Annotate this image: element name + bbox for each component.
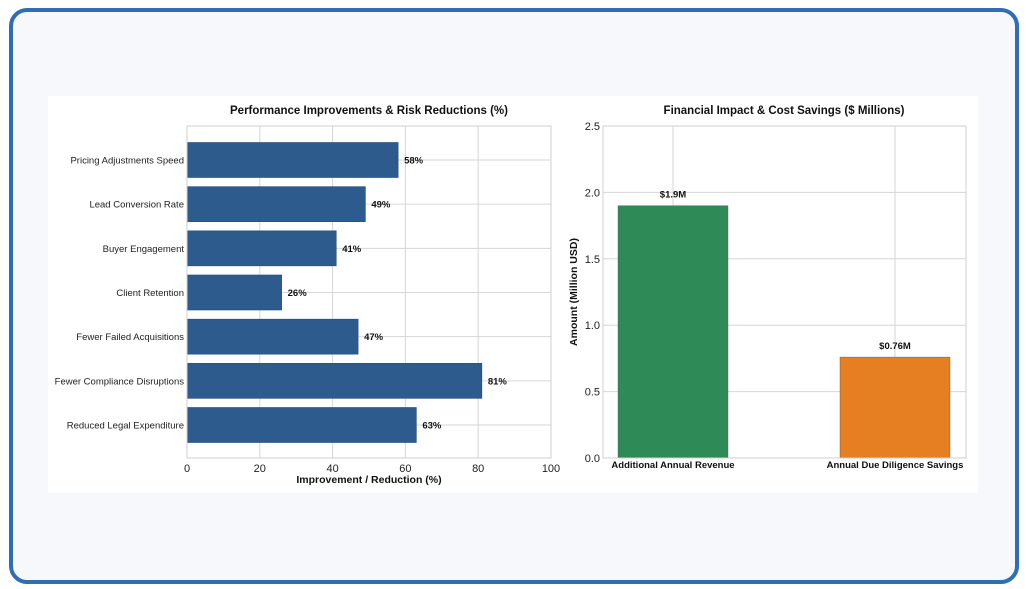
chart1-plot-border: [186, 125, 552, 459]
chart1-x-tick-label: 20: [254, 463, 266, 475]
chart1-bar: [186, 318, 359, 355]
chart1-data-label: 49%: [371, 200, 391, 211]
chart2-y-tick-label: 2.5: [585, 121, 600, 133]
chart1-x-tick-label: 0: [184, 463, 190, 475]
chart1-category-label: Buyer Engagement: [103, 244, 185, 255]
chart2-plot-border: [602, 125, 967, 459]
chart2-y-tick-label: 0.5: [585, 387, 600, 399]
chart2-data-label: $0.76M: [879, 341, 911, 352]
chart1-x-tick-label: 60: [399, 463, 411, 475]
chart2-bar: [617, 205, 729, 459]
chart1-category-labels: Pricing Adjustments Speed Lead Conversion…: [55, 156, 185, 432]
chart1-category-label: Reduced Legal Expenditure: [67, 421, 184, 432]
chart1-data-label: 47%: [364, 332, 384, 343]
chart1-bars: [186, 142, 483, 443]
chart2-y-tick-label: 2.0: [585, 187, 600, 199]
chart2-bar: [839, 356, 951, 459]
chart1-bar: [186, 186, 366, 222]
chart1-data-label: 63%: [422, 421, 442, 432]
chart2-category-labels: Additional Annual Revenue Annual Due Dili…: [611, 460, 963, 471]
chart2-bars: [617, 205, 951, 459]
chart2-data-label: $1.9M: [660, 190, 686, 201]
chart1-category-label: Fewer Failed Acquisitions: [76, 332, 184, 343]
chart2-category-label: Annual Due Diligence Savings: [827, 460, 964, 471]
chart2-y-tick-label: 1.5: [585, 254, 600, 266]
chart1-x-tick-label: 80: [472, 463, 484, 475]
chart2-y-tick-label: 0.0: [585, 453, 600, 465]
chart1-x-tick-label: 40: [326, 463, 338, 475]
financial-chart: Financial Impact & Cost Savings ($ Milli…: [568, 105, 967, 471]
chart2-y-axis-label: Amount (Million USD): [568, 238, 580, 346]
chart1-bar: [186, 274, 282, 311]
chart2-title: Financial Impact & Cost Savings ($ Milli…: [664, 105, 905, 117]
chart1-bar: [186, 230, 337, 267]
chart1-category-label: Pricing Adjustments Speed: [70, 156, 184, 167]
chart1-data-label: 26%: [288, 288, 308, 299]
chart1-x-axis-label: Improvement / Reduction (%): [296, 474, 441, 486]
chart2-category-label: Additional Annual Revenue: [611, 460, 734, 471]
performance-chart: Performance Improvements & Risk Reductio…: [55, 105, 561, 486]
chart1-category-label: Fewer Compliance Disruptions: [55, 376, 185, 387]
chart1-category-label: Lead Conversion Rate: [89, 200, 184, 211]
chart2-y-ticks: 0.0 0.5 1.0 1.5 2.0 2.5: [585, 121, 600, 465]
chart1-x-tick-label: 100: [542, 463, 560, 475]
chart1-title: Performance Improvements & Risk Reductio…: [230, 105, 508, 117]
chart1-category-label: Client Retention: [116, 288, 184, 299]
chart2-y-tick-label: 1.0: [585, 320, 600, 332]
chart1-bar: [186, 363, 483, 399]
chart1-x-ticks: 0 20 40 60 80 100: [184, 463, 560, 475]
chart1-data-label: 81%: [488, 376, 508, 387]
chart1-data-label: 58%: [404, 156, 424, 167]
chart1-bar: [186, 142, 399, 178]
chart1-bar: [186, 407, 417, 443]
chart1-data-labels: 58% 49% 41% 26% 47% 81% 63%: [288, 156, 508, 432]
chart1-data-label: 41%: [342, 244, 362, 255]
chart2-data-labels: $1.9M $0.76M: [660, 190, 911, 352]
